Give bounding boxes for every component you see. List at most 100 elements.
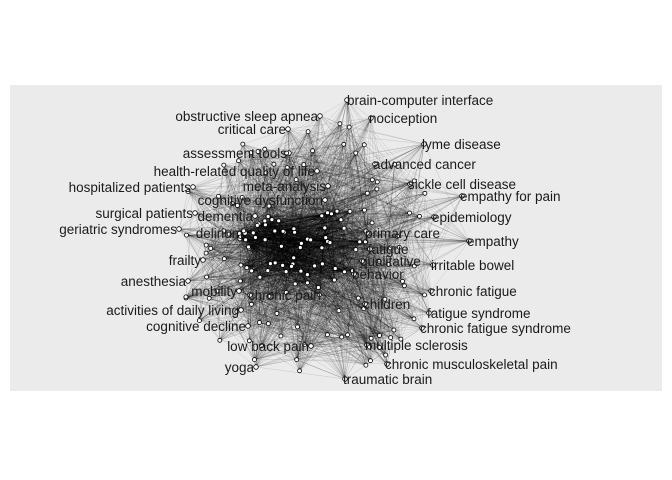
network-edge <box>348 127 430 314</box>
network-edge <box>281 115 321 247</box>
network-edge <box>284 231 402 340</box>
network-edge <box>268 268 336 324</box>
network-edge <box>209 222 373 299</box>
network-edge <box>268 205 434 266</box>
network-edge <box>261 271 287 346</box>
network-edge <box>187 191 302 244</box>
network-edge <box>388 236 398 265</box>
network-edge <box>238 152 290 161</box>
network-edge <box>310 123 341 240</box>
network-edge <box>209 243 302 299</box>
network-edge <box>247 246 282 327</box>
network-edge <box>285 181 378 272</box>
network-edge <box>268 212 410 217</box>
network-edge <box>314 265 346 380</box>
network-edge <box>255 338 372 368</box>
network-edge <box>275 249 356 264</box>
network-edge <box>307 131 351 212</box>
network-node <box>200 257 206 263</box>
network-edge <box>250 152 305 345</box>
network-edge <box>259 164 395 278</box>
network-edge <box>284 231 366 305</box>
network-edge <box>293 228 425 296</box>
network-edge <box>239 233 308 284</box>
network-edge <box>202 239 266 261</box>
network-edge <box>223 164 258 226</box>
network-edge <box>299 236 398 371</box>
network-edge <box>364 144 435 218</box>
network-edge <box>370 183 411 339</box>
network-edge <box>186 234 335 281</box>
network-edge <box>329 211 338 243</box>
network-edge <box>314 232 368 267</box>
network-node <box>236 288 242 294</box>
network-edge <box>374 163 430 314</box>
network-edge <box>286 167 395 331</box>
network-node <box>283 269 289 275</box>
network-edge <box>238 290 269 324</box>
network-edge <box>321 195 463 249</box>
network-edge <box>206 244 312 347</box>
network-edge <box>307 261 380 275</box>
network-edge <box>257 151 279 221</box>
network-edge <box>248 172 267 249</box>
network-edge <box>267 216 388 365</box>
network-edge <box>237 205 260 323</box>
network-edge <box>324 227 391 338</box>
network-edge <box>187 144 344 282</box>
network-edge <box>202 248 250 261</box>
network-edge <box>303 164 367 366</box>
network-edge <box>271 219 328 335</box>
network-edge <box>194 212 259 225</box>
network-edge <box>316 170 367 232</box>
network-edge <box>270 263 308 284</box>
network-edge <box>264 220 400 248</box>
network-edge <box>344 298 359 380</box>
network-edge <box>409 212 423 329</box>
network-edge <box>239 233 386 356</box>
network-edge <box>258 223 308 283</box>
network-edge <box>358 298 380 348</box>
network-edge <box>293 257 368 346</box>
network-edge <box>223 164 348 335</box>
network-edge <box>288 152 295 229</box>
network-edge <box>240 280 401 340</box>
network-edge <box>238 290 342 338</box>
network-edge <box>254 215 272 220</box>
network-edge <box>404 285 425 296</box>
network-edge <box>245 239 367 366</box>
network-edge <box>232 203 380 262</box>
network-edge <box>310 211 351 347</box>
network-edge <box>339 123 425 145</box>
network-edge <box>240 240 470 282</box>
network-edge <box>255 224 266 368</box>
network-edge <box>246 267 372 339</box>
network-edge <box>236 219 273 312</box>
network-edge <box>264 170 318 222</box>
network-edge <box>216 216 435 292</box>
network-edge <box>259 212 410 278</box>
network-edge <box>367 193 370 348</box>
network-edge <box>242 197 322 217</box>
network-edge <box>281 212 328 247</box>
network-edge <box>236 290 432 312</box>
network-edge <box>240 236 340 311</box>
network-edge <box>338 310 423 329</box>
network-edge <box>185 265 415 298</box>
network-edge <box>296 164 395 360</box>
network-edge <box>251 270 380 336</box>
network-edge <box>280 123 341 337</box>
network-edge <box>238 290 370 348</box>
network-edge <box>257 163 376 226</box>
network-edge <box>238 131 309 292</box>
network-edge <box>229 179 373 235</box>
network-edge <box>390 216 435 338</box>
network-node <box>337 121 343 127</box>
network-edge <box>286 144 345 293</box>
network-edge <box>304 237 326 345</box>
network-edge <box>243 123 341 232</box>
network-edge <box>206 271 345 278</box>
network-edge <box>271 219 276 263</box>
network-edge <box>343 209 365 229</box>
network-edge <box>251 264 389 305</box>
